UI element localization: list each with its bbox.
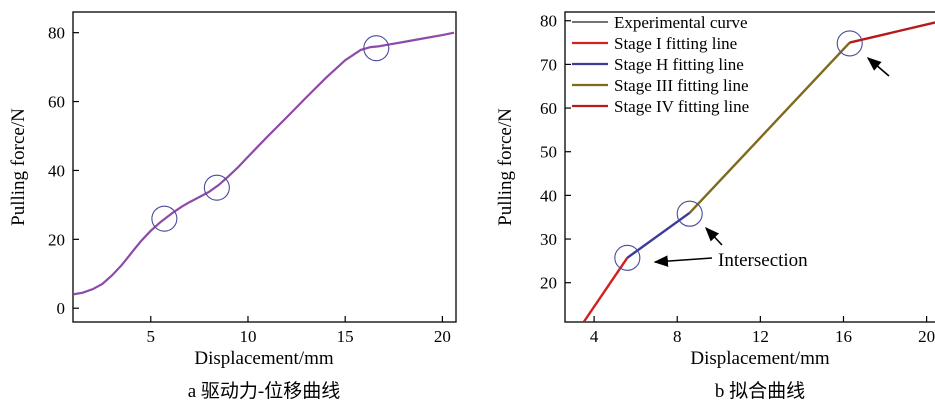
arrow-intersection-3 (866, 57, 890, 77)
legend-b: Experimental curve Stage I fitting line St… (572, 13, 749, 116)
y-tick-label: 60 (48, 93, 65, 112)
y-tick-label: 70 (540, 55, 557, 74)
y-tick-label: 80 (48, 24, 65, 43)
y-tick-label: 20 (48, 230, 65, 249)
legend-label: Stage III fitting line (614, 76, 749, 95)
intersection-circle (836, 30, 863, 57)
caption-a: a 驱动力-位移曲线 (188, 380, 341, 402)
ticks-a: 5 10 15 20 0 20 40 60 80 (48, 24, 451, 346)
legend-label: Stage IV fitting line (614, 97, 749, 116)
y-tick-label: 0 (57, 299, 66, 318)
x-tick-label: 16 (835, 327, 852, 346)
ylabel-a: Pulling force/N (8, 108, 29, 226)
intersection-circle (151, 205, 178, 232)
y-tick-label: 20 (540, 274, 557, 293)
y-tick-label: 80 (540, 12, 557, 31)
ylabel-b: Pulling force/N (495, 108, 516, 226)
intersection-circle (203, 174, 230, 201)
caption-b: b 拟合曲线 (715, 380, 805, 402)
series-line-5 (849, 21, 935, 44)
plot-frame-b (564, 11, 935, 323)
legend-label: Stage I fitting line (614, 34, 737, 53)
xlabel-b: Displacement/mm (690, 348, 830, 369)
intersection-circle (363, 35, 390, 62)
legend-label: Stage H fitting line (614, 55, 744, 74)
curve-a (73, 31, 455, 296)
intersection-circle (614, 244, 641, 271)
series-line-4 (688, 41, 851, 214)
intersection-circle (676, 200, 703, 227)
x-tick-label: 8 (673, 327, 682, 346)
arrow-intersection-2 (705, 226, 723, 246)
x-tick-label: 12 (752, 327, 769, 346)
series-line-3 (626, 211, 691, 259)
xlabel-a: Displacement/mm (194, 348, 334, 369)
y-tick-label: 30 (540, 230, 557, 249)
x-tick-label: 20 (918, 327, 935, 346)
series-line-2 (582, 257, 629, 322)
y-tick-label: 40 (540, 186, 557, 205)
y-tick-label: 40 (48, 161, 65, 180)
x-tick-label: 10 (239, 327, 256, 346)
x-tick-label: 15 (337, 327, 354, 346)
annotation-intersection: Intersection (718, 250, 808, 271)
y-tick-label: 50 (540, 143, 557, 162)
arrow-intersection-1 (653, 255, 713, 267)
y-tick-label: 60 (540, 99, 557, 118)
circles-a (151, 35, 390, 232)
plot-frame-a (72, 11, 457, 323)
panel-a: 5 10 15 20 0 20 40 60 80 Displacement/mm Pulling… (8, 11, 457, 402)
panel-b: 4 8 12 16 20 20 30 40 50 60 70 80 Experimental curv… (495, 11, 935, 402)
ticks-b: 4 8 12 16 20 20 30 40 50 60 70 80 (540, 12, 935, 346)
x-tick-label: 5 (147, 327, 156, 346)
legend-label: Experimental curve (614, 13, 748, 32)
x-tick-label: 4 (590, 327, 599, 346)
x-tick-label: 20 (434, 327, 451, 346)
circles-b (614, 30, 863, 271)
